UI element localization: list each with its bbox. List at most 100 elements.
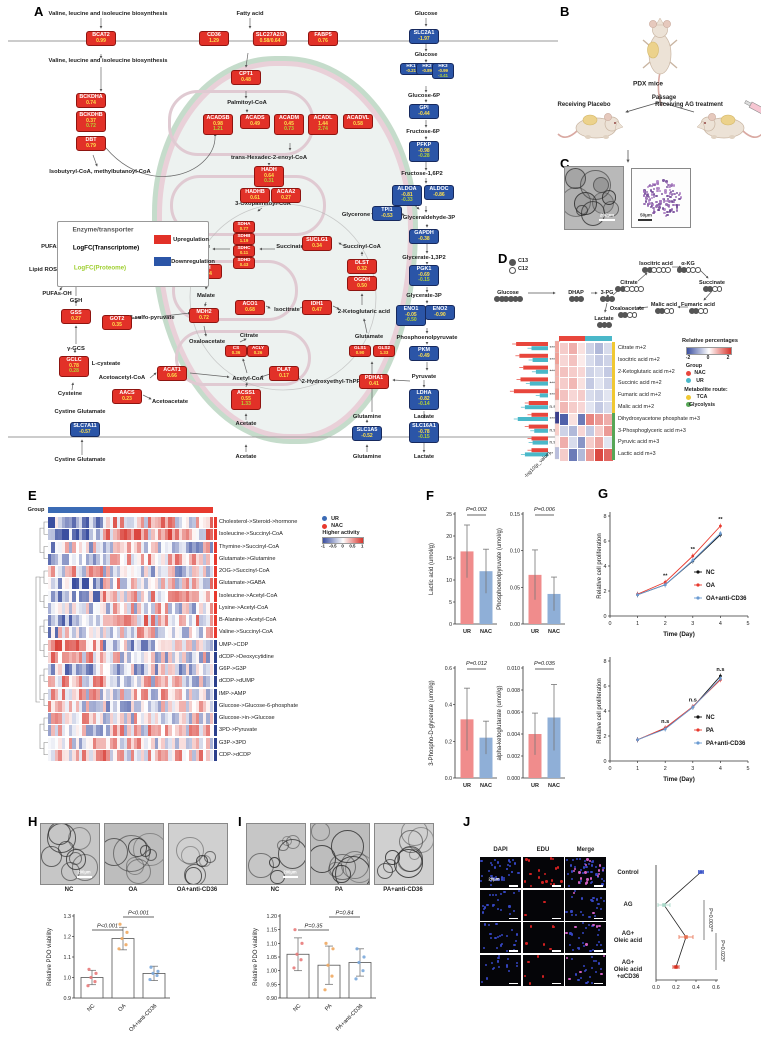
- dapi-nucleus: [590, 871, 593, 874]
- heatmap-cell: [92, 639, 97, 651]
- heatmap-cell: [137, 590, 141, 602]
- heatmap-cell: [133, 529, 138, 541]
- heatmap-cell: [175, 627, 179, 639]
- svg-text:P=0.035: P=0.035: [534, 661, 556, 667]
- heatmap-cell: [65, 566, 69, 578]
- mitochondria-inner-membrane: [157, 61, 413, 439]
- heatmap-cell: [65, 713, 69, 725]
- heatmap-cell: [75, 615, 80, 627]
- heatmap-cell: [594, 365, 605, 380]
- heatmap-cell: [58, 749, 62, 761]
- heatmap-cell: [137, 664, 141, 676]
- decoration: CPT1: [239, 71, 253, 77]
- dapi-nucleus: [586, 980, 589, 984]
- organoid-ring: [277, 839, 289, 852]
- he-nucleus-dot: [662, 198, 666, 201]
- organoid-ring: [204, 851, 217, 863]
- heatmap-cell: [140, 688, 145, 700]
- heatmap-cell: [116, 651, 121, 663]
- edu-nucleus: [543, 900, 546, 903]
- svg-text:Relative cell proliferation: Relative cell proliferation: [597, 678, 603, 743]
- dapi-nucleus: [593, 914, 596, 918]
- heatmap-cell: [96, 651, 100, 663]
- decoration: -0.49: [418, 352, 430, 359]
- decoration: IDH1: [310, 301, 324, 307]
- heatmap-cell: [178, 688, 183, 700]
- fluorescence-image: [522, 922, 564, 953]
- heatmap-cell: [133, 737, 138, 749]
- he-nucleus-dot: [651, 190, 654, 194]
- svg-text:***: ***: [550, 380, 556, 385]
- heatmap-cell: [168, 627, 172, 639]
- heatmap-cell: [72, 639, 76, 651]
- heatmap-cell: [185, 676, 190, 688]
- heatmap-cell: [89, 566, 93, 578]
- pathway-node-suclg1: SUCLG1 0.34: [302, 236, 332, 252]
- heatmap-cell: [123, 566, 128, 578]
- heatmap-cell: [51, 578, 56, 590]
- dapi-nucleus: [600, 878, 603, 881]
- heatmap-cell: [158, 700, 162, 712]
- dapi-nucleus: [494, 936, 497, 939]
- heatmap-cell: [164, 688, 169, 700]
- heatmap-cell: [92, 602, 97, 614]
- heatmap-cell: [103, 566, 107, 578]
- edu-nucleus: [577, 881, 581, 884]
- heatmap-cell: [206, 541, 210, 553]
- decoration: 0.32: [357, 265, 367, 272]
- dapi-nucleus: [575, 973, 578, 976]
- svg-text:6: 6: [604, 684, 607, 690]
- heatmap-cell: [58, 590, 62, 602]
- heatmap-cell: [154, 664, 159, 676]
- dapi-nucleus: [590, 966, 593, 969]
- heatmap-cell: [185, 627, 190, 639]
- decoration: -0.05: [405, 311, 417, 318]
- he-nucleus-dot: [668, 200, 671, 203]
- heatmap-cell: [199, 688, 203, 700]
- heatmap-cell: [206, 602, 210, 614]
- legend-up-label: Upregulation: [173, 237, 209, 243]
- dapi-nucleus: [483, 923, 487, 926]
- panel-label-h: H: [28, 814, 38, 829]
- edu-nucleus: [600, 972, 603, 976]
- heatmap-cell: [130, 700, 135, 712]
- heatmap-cell: [99, 639, 104, 651]
- heatmap-cell: [120, 590, 124, 602]
- heatmap-cell: [202, 627, 207, 639]
- heatmap-row-label: 3-Phosphoglyceric acid m+3: [618, 427, 686, 434]
- heatmap-cell: [123, 639, 128, 651]
- cluster-sidebar: [213, 553, 217, 565]
- decoration: ALDOC: [429, 186, 449, 192]
- organoid-ring: [593, 177, 610, 194]
- heatmap-cell: [85, 639, 90, 651]
- organoid-ring: [125, 858, 152, 884]
- scale-label: 50μm: [640, 212, 652, 218]
- organoid-ring: [383, 859, 397, 873]
- dapi-nucleus: [499, 943, 502, 947]
- metabolite-label: Acetoacetate: [151, 399, 189, 405]
- heatmap-cell: [192, 725, 196, 737]
- heatmap-cell: [154, 566, 159, 578]
- heatmap-cell: [199, 639, 203, 651]
- heatmap-cell: [559, 412, 570, 427]
- column-header: Merge: [576, 847, 595, 853]
- svg-text:4: 4: [719, 766, 722, 772]
- heatmap-cell: [147, 566, 152, 578]
- heatmap-cell: [68, 541, 73, 553]
- heatmap-cell: [109, 713, 114, 725]
- svg-text:n.s: n.s: [550, 404, 557, 409]
- heatmap-cell: [192, 578, 196, 590]
- heatmap-cell: [113, 553, 117, 565]
- heatmap-cell: [130, 602, 135, 614]
- heatmap-cell: [140, 578, 145, 590]
- he-nucleus-dot: [675, 191, 678, 194]
- cluster-sidebar: [213, 676, 217, 688]
- heatmap-cell: [175, 688, 179, 700]
- svg-text:n.s: n.s: [716, 667, 724, 673]
- svg-text:0.10: 0.10: [510, 549, 520, 555]
- heatmap-cell: [209, 688, 214, 700]
- heatmap-cell: [202, 517, 207, 529]
- heatmap-cell: [113, 651, 117, 663]
- heatmap-cell: [48, 566, 52, 578]
